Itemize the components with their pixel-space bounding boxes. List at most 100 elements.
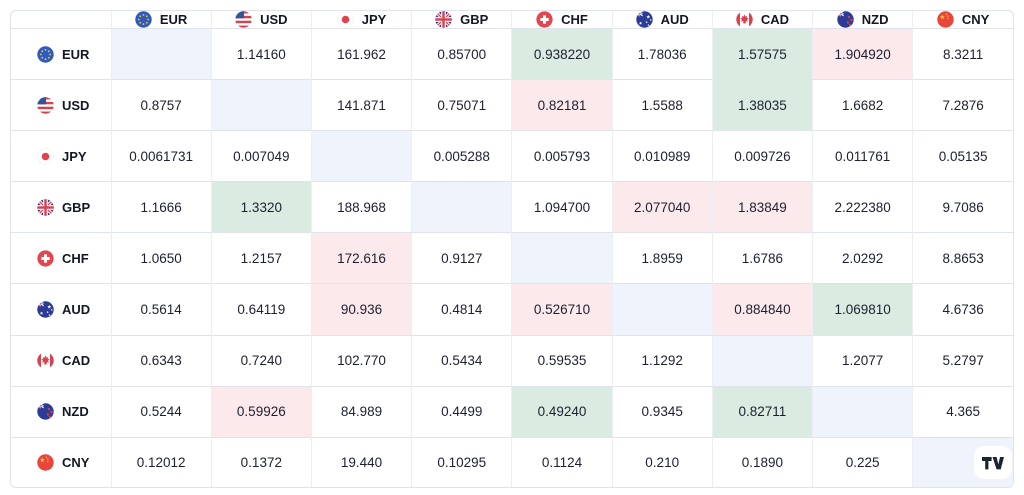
rate-cell-chf-eur[interactable]: 1.0650: [110, 232, 212, 284]
rate-cell-gbp-usd[interactable]: 1.3320: [210, 181, 312, 233]
rate-cell-usd-jpy[interactable]: 141.871: [310, 79, 412, 131]
rate-cell-usd-gbp[interactable]: 0.75071: [411, 79, 512, 131]
rate-cell-eur-nzd[interactable]: 1.904920: [812, 27, 913, 80]
table-row-aud: AUD 0.5614 0.64119 90.936 0.4814 0.526710 0.8…: [11, 283, 1013, 336]
rate-cell-jpy-chf[interactable]: 0.005793: [511, 130, 613, 182]
rate-cell-cad-jpy[interactable]: 102.770: [310, 334, 412, 387]
table-row-gbp: GBP 1.1666 1.3320 188.968 1.094700 2.077040 1…: [11, 181, 1013, 233]
aud-flag-icon: [635, 11, 653, 28]
rate-cell-chf-aud[interactable]: 1.8959: [611, 232, 713, 284]
rate-cell-cad-cny[interactable]: 5.2797: [912, 334, 1013, 387]
rate-cell-nzd-eur[interactable]: 0.5244: [110, 385, 212, 438]
rate-cell-jpy-cad[interactable]: 0.009726: [711, 130, 813, 182]
column-header-jpy: JPY: [310, 11, 412, 29]
rate-cell-aud-eur[interactable]: 0.5614: [110, 283, 212, 336]
row-header-gbp: GBP: [11, 181, 111, 233]
gbp-flag-icon: [37, 199, 54, 216]
rate-cell-gbp-cny[interactable]: 9.7086: [912, 181, 1013, 233]
rate-cell-cny-gbp[interactable]: 0.10295: [411, 436, 512, 487]
rate-cell-eur-cny[interactable]: 8.3211: [912, 27, 1013, 80]
rate-cell-cad-eur[interactable]: 0.6343: [110, 334, 212, 387]
table-row-jpy: JPY 0.0061731 0.007049 0.005288 0.005793 0.0…: [11, 130, 1013, 182]
rate-cell-nzd-gbp[interactable]: 0.4499: [411, 385, 512, 438]
rate-cell-chf-gbp[interactable]: 0.9127: [411, 232, 512, 284]
rate-cell-cny-jpy[interactable]: 19.440: [310, 436, 412, 487]
column-header-gbp: GBP: [411, 11, 512, 29]
rate-cell-eur-aud[interactable]: 1.78036: [611, 27, 713, 80]
rate-cell-cad-chf[interactable]: 0.59535: [511, 334, 613, 387]
rate-cell-jpy-cny[interactable]: 0.05135: [912, 130, 1013, 182]
rate-cell-aud-gbp[interactable]: 0.4814: [411, 283, 512, 336]
rate-cell-jpy-eur[interactable]: 0.0061731: [110, 130, 212, 182]
rate-cell-nzd-aud[interactable]: 0.9345: [611, 385, 713, 438]
rate-cell-aud-nzd[interactable]: 1.069810: [812, 283, 913, 336]
rate-cell-gbp-chf[interactable]: 1.094700: [511, 181, 613, 233]
rate-cell-cny-usd[interactable]: 0.1372: [210, 436, 312, 487]
corner-cell: [11, 11, 111, 29]
rate-cell-nzd-cny[interactable]: 4.365: [912, 385, 1013, 438]
diagonal-cell-jpy: [310, 130, 412, 182]
row-header-usd: USD: [11, 79, 111, 131]
rate-cell-gbp-cad[interactable]: 1.83849: [711, 181, 813, 233]
rate-cell-jpy-nzd[interactable]: 0.011761: [812, 130, 913, 182]
rate-cell-gbp-eur[interactable]: 1.1666: [110, 181, 212, 233]
gbp-flag-icon: [435, 11, 452, 28]
rate-cell-usd-eur[interactable]: 0.8757: [110, 79, 212, 131]
jpy-flag-icon: [37, 148, 54, 165]
rate-cell-usd-nzd[interactable]: 1.6682: [812, 79, 913, 131]
rate-cell-usd-aud[interactable]: 1.5588: [611, 79, 713, 131]
rate-cell-gbp-jpy[interactable]: 188.968: [310, 181, 412, 233]
row-header-label: CNY: [62, 454, 90, 470]
rate-cell-cad-gbp[interactable]: 0.5434: [411, 334, 512, 387]
row-header-label: EUR: [62, 46, 90, 62]
rate-cell-jpy-gbp[interactable]: 0.005288: [411, 130, 512, 182]
rate-cell-eur-cad[interactable]: 1.57575: [711, 27, 813, 80]
rate-cell-aud-chf[interactable]: 0.526710: [511, 283, 613, 336]
rate-cell-aud-usd[interactable]: 0.64119: [210, 283, 312, 336]
rate-cell-eur-chf[interactable]: 0.938220: [511, 27, 613, 80]
rate-cell-nzd-jpy[interactable]: 84.989: [310, 385, 412, 438]
rate-cell-eur-usd[interactable]: 1.14160: [210, 27, 312, 80]
rate-cell-cny-nzd[interactable]: 0.225: [812, 436, 913, 487]
row-header-nzd: NZD: [11, 385, 111, 438]
rate-cell-jpy-usd[interactable]: 0.007049: [210, 130, 312, 182]
diagonal-cell-gbp: [411, 181, 512, 233]
table-row-eur: EUR 1.14160 161.962 0.85700 0.938220 1.78036…: [11, 27, 1013, 80]
rate-cell-chf-jpy[interactable]: 172.616: [310, 232, 412, 284]
column-header-chf: CHF: [511, 11, 613, 29]
nzd-flag-icon: [37, 403, 54, 420]
rate-cell-eur-gbp[interactable]: 0.85700: [411, 27, 512, 80]
rate-cell-chf-cny[interactable]: 8.8653: [912, 232, 1013, 284]
rate-cell-aud-jpy[interactable]: 90.936: [310, 283, 412, 336]
column-header-label: JPY: [361, 12, 387, 27]
table-row-cad: CAD 0.6343 0.7240 102.770 0.5434 0.59535 1.12…: [11, 334, 1013, 387]
rate-cell-aud-cny[interactable]: 4.6736: [912, 283, 1013, 336]
diagonal-cell-cad: [711, 334, 813, 387]
rate-cell-cad-usd[interactable]: 0.7240: [210, 334, 312, 387]
tradingview-logo[interactable]: [974, 446, 1012, 479]
rate-cell-nzd-usd[interactable]: 0.59926: [210, 385, 312, 438]
rate-cell-cny-eur[interactable]: 0.12012: [110, 436, 212, 487]
rate-cell-usd-chf[interactable]: 0.82181: [511, 79, 613, 131]
rate-cell-cny-cad[interactable]: 0.1890: [711, 436, 813, 487]
rate-cell-cad-nzd[interactable]: 1.2077: [812, 334, 913, 387]
rate-cell-chf-usd[interactable]: 1.2157: [210, 232, 312, 284]
rate-cell-cny-chf[interactable]: 0.1124: [511, 436, 613, 487]
rate-cell-gbp-aud[interactable]: 2.077040: [611, 181, 713, 233]
rate-cell-cny-aud[interactable]: 0.210: [611, 436, 713, 487]
forex-cross-rates-widget: EUR USD JPY GBP CHF AUD CAD: [10, 10, 1014, 488]
rate-cell-nzd-cad[interactable]: 0.82711: [711, 385, 813, 438]
rate-cell-aud-cad[interactable]: 0.884840: [711, 283, 813, 336]
rate-cell-nzd-chf[interactable]: 0.49240: [511, 385, 613, 438]
rate-cell-chf-cad[interactable]: 1.6786: [711, 232, 813, 284]
rate-cell-usd-cad[interactable]: 1.38035: [711, 79, 813, 131]
rate-cell-usd-cny[interactable]: 7.2876: [912, 79, 1013, 131]
rate-cell-gbp-nzd[interactable]: 2.222380: [812, 181, 913, 233]
rate-cell-chf-nzd[interactable]: 2.0292: [812, 232, 913, 284]
row-header-label: AUD: [62, 302, 91, 318]
rate-cell-cad-aud[interactable]: 1.1292: [611, 334, 713, 387]
rate-cell-jpy-aud[interactable]: 0.010989: [611, 130, 713, 182]
rate-cell-eur-jpy[interactable]: 161.962: [310, 27, 412, 80]
cad-flag-icon: [37, 352, 54, 369]
row-header-label: JPY: [62, 148, 87, 164]
